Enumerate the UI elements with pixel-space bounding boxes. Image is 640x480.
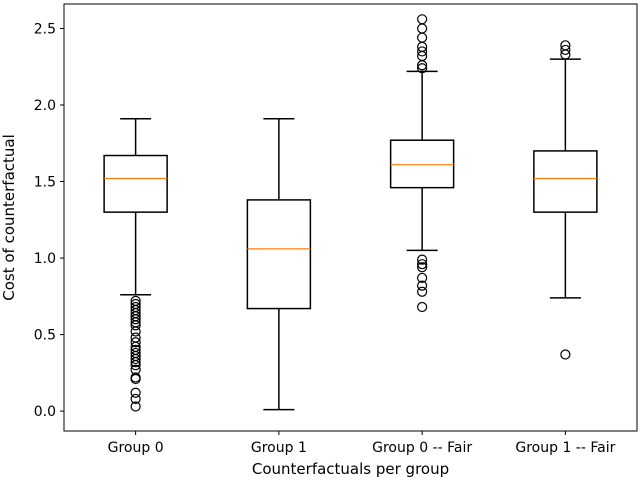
- outlier-point: [417, 32, 428, 43]
- outlier-point: [130, 373, 141, 385]
- outlier-point: [417, 46, 428, 57]
- y-tick-label: 0.0: [34, 404, 56, 420]
- outlier-point: [560, 49, 571, 60]
- outlier-point: [130, 353, 141, 365]
- y-tick-label: 2.0: [34, 98, 56, 114]
- outlier-point: [130, 326, 141, 337]
- x-tick-label: Group 1 -- Fair: [515, 440, 615, 456]
- y-tick-label: 1.5: [34, 175, 56, 191]
- x-tick-label: Group 0 -- Fair: [372, 440, 472, 456]
- outlier-point: [560, 44, 571, 56]
- outlier-point: [130, 360, 141, 371]
- box-group: [246, 118, 312, 411]
- plot-frame: [63, 3, 638, 432]
- outlier-point: [417, 254, 428, 265]
- outlier-point: [130, 320, 141, 331]
- outlier-point: [417, 259, 428, 270]
- outlier-point: [417, 272, 428, 284]
- outlier-point: [130, 401, 141, 412]
- outlier-point: [130, 314, 141, 325]
- outlier-point: [417, 301, 428, 313]
- x-axis-label: Counterfactuals per group: [252, 460, 449, 478]
- outlier-point: [130, 393, 141, 404]
- iqr-box: [103, 154, 168, 213]
- x-tick-label: Group 1: [251, 440, 307, 456]
- iqr-box: [389, 139, 455, 189]
- outlier-point: [130, 387, 141, 398]
- outlier-point: [130, 357, 141, 368]
- iqr-box: [246, 199, 312, 310]
- iqr-box: [533, 150, 598, 213]
- outlier-point: [130, 337, 141, 348]
- x-tick-label: Group 0: [108, 440, 164, 456]
- box-group: [389, 14, 455, 313]
- outlier-point: [417, 286, 428, 297]
- y-axis-label: Cost of counterfactual: [0, 134, 18, 301]
- outlier-point: [417, 14, 428, 25]
- outlier-point: [417, 60, 428, 71]
- y-tick-label: 0.5: [34, 328, 56, 344]
- box-group: [103, 118, 168, 412]
- outlier-point: [417, 23, 428, 34]
- axes: Group 0 Group 1 Group 0 -- Fair Group 1 -- …: [34, 21, 616, 456]
- outlier-point: [417, 63, 428, 74]
- y-tick-label: 1.0: [34, 251, 56, 267]
- y-tick-label: 2.5: [34, 21, 56, 37]
- box-group: [533, 40, 598, 360]
- outlier-point: [417, 262, 428, 273]
- plot-area: [103, 14, 598, 412]
- outlier-point: [417, 280, 428, 291]
- outlier-point: [560, 349, 571, 360]
